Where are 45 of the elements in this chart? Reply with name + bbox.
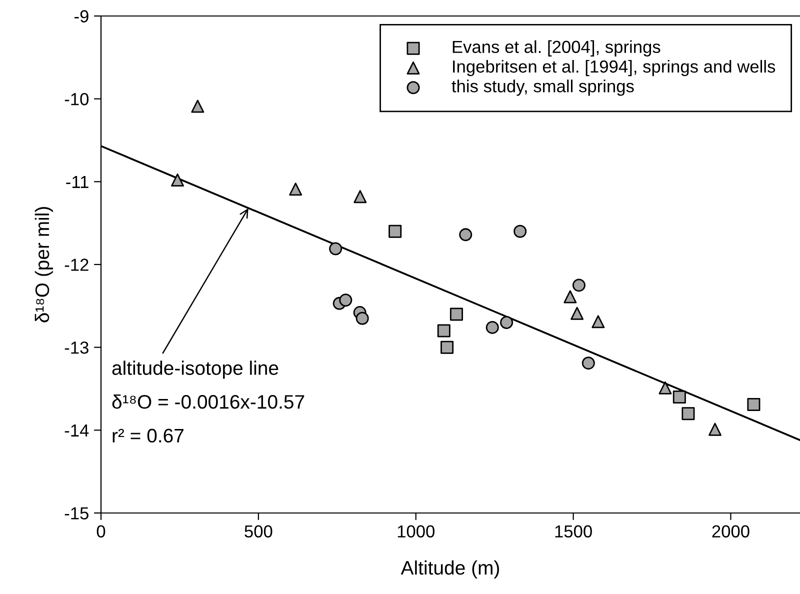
point [171, 174, 184, 187]
point [191, 100, 204, 113]
annotation: r² = 0.67 [112, 428, 184, 443]
point [682, 407, 695, 420]
point [570, 306, 584, 320]
x-tick-label: 500 [244, 525, 272, 538]
x-axis-title: Altitude (m) [400, 560, 499, 579]
point [672, 390, 686, 404]
point [582, 356, 595, 370]
legend-label: this study, small springs [452, 80, 634, 96]
annotation: altitude-isotope line [112, 360, 278, 379]
point [747, 398, 760, 411]
point [354, 190, 367, 204]
x-tick-label: 2000 [712, 525, 750, 538]
x-tick-label: 1000 [398, 525, 434, 538]
point [514, 224, 527, 238]
point [572, 278, 586, 292]
point [437, 324, 450, 338]
x-tick-label: 0 [96, 525, 106, 538]
point [440, 340, 454, 354]
point [459, 228, 472, 242]
point [329, 242, 342, 256]
y-tick-label: -14 [64, 424, 89, 436]
point [450, 308, 463, 321]
y-tick-label: -9 [74, 10, 88, 22]
legend-label: Ingebritsen et al. [1994], springs and wells [453, 60, 776, 76]
y-axis-title: δ¹⁸O (per mil) [34, 207, 53, 322]
point [658, 381, 672, 394]
point [388, 224, 402, 238]
point [339, 294, 352, 307]
point [592, 315, 605, 328]
x-tick-label: 1500 [555, 525, 592, 538]
y-tick-label: -11 [66, 176, 88, 188]
legend-label: Evans et al. [2004], springs [452, 40, 660, 56]
point [564, 290, 577, 304]
point [500, 316, 514, 329]
point [289, 182, 302, 196]
point [356, 312, 369, 325]
y-tick-label: -13 [64, 342, 88, 354]
point [486, 320, 499, 334]
point [708, 422, 722, 436]
y-tick-label: -15 [64, 507, 88, 520]
y-tick-label: -12 [64, 258, 88, 271]
y-tick-label: -10 [64, 93, 89, 106]
annotation: δ¹⁸O = -0.0016x-10.57 [112, 394, 304, 409]
